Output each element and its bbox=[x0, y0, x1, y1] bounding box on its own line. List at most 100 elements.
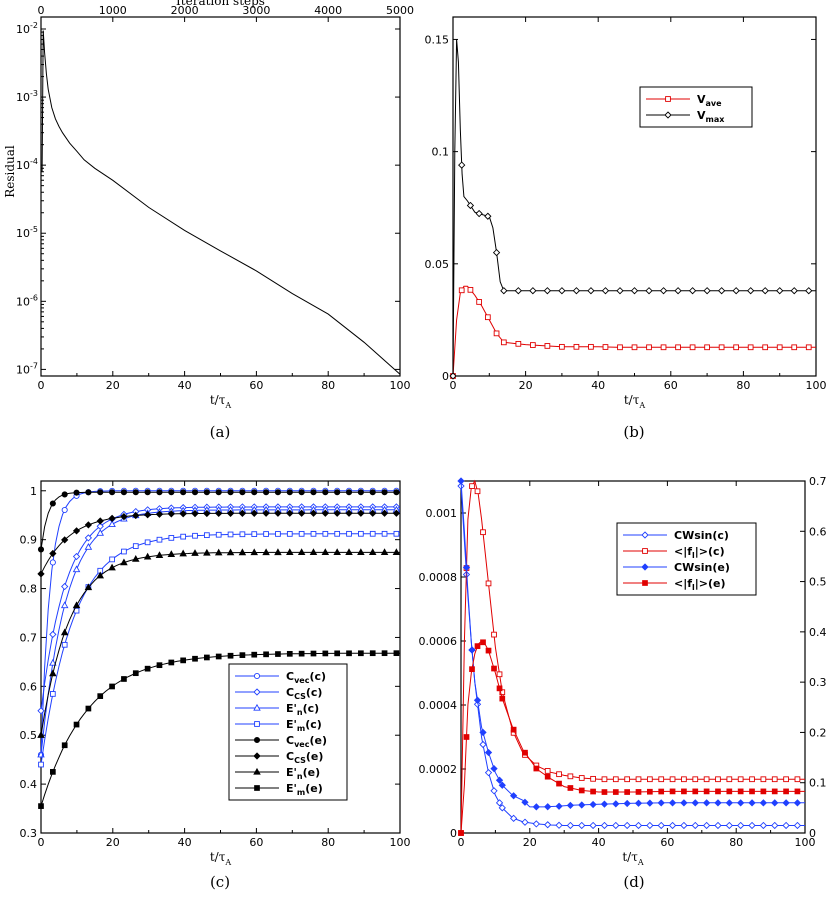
x-tick-label: 0 bbox=[450, 379, 457, 392]
legend-marker bbox=[253, 672, 261, 680]
x-axis-label: t/τA bbox=[210, 850, 232, 867]
series-point bbox=[298, 489, 305, 496]
y2-tick-label: 0 bbox=[809, 827, 816, 840]
series-point bbox=[155, 510, 164, 518]
series-point bbox=[771, 821, 779, 830]
series-point bbox=[239, 652, 246, 658]
series-point bbox=[566, 801, 575, 810]
series-point bbox=[499, 695, 506, 702]
series-point bbox=[473, 696, 482, 704]
x-tick-label: 60 bbox=[249, 836, 263, 849]
x-tick-label: 20 bbox=[106, 379, 120, 392]
panel-caption: (a) bbox=[210, 423, 231, 441]
series-point bbox=[61, 491, 68, 498]
series-point bbox=[630, 287, 639, 295]
series-line bbox=[41, 30, 401, 375]
x2-tick-label: 3000 bbox=[242, 4, 270, 17]
legend-marker bbox=[642, 548, 648, 554]
series-point bbox=[251, 489, 258, 496]
series-point bbox=[73, 489, 80, 496]
series-point bbox=[346, 530, 352, 537]
series-point bbox=[251, 531, 258, 537]
x-tick-label: 0 bbox=[458, 836, 465, 849]
series-point bbox=[533, 765, 540, 772]
series-point bbox=[473, 700, 482, 708]
series-point bbox=[544, 768, 551, 774]
series-line bbox=[40, 512, 400, 575]
chart-panel-c: 0 20 40 60 80 100 0.3 0.4 0.5 0.6 0.7 0.8 0.9 1 t/τA (c… bbox=[20, 480, 411, 891]
series-point bbox=[646, 344, 652, 351]
series-point bbox=[309, 509, 318, 517]
series-point bbox=[84, 521, 93, 529]
series-point bbox=[681, 788, 687, 795]
series-point bbox=[747, 344, 754, 351]
series-point bbox=[737, 799, 745, 807]
series-point bbox=[680, 821, 688, 830]
legend-label: E'm(e) bbox=[286, 782, 323, 797]
y-tick-label: 10-4 bbox=[16, 157, 38, 172]
series-point bbox=[37, 731, 45, 738]
series-point bbox=[180, 657, 187, 664]
series-point bbox=[522, 749, 528, 756]
series-point bbox=[334, 530, 341, 537]
series-point bbox=[498, 781, 506, 789]
series-point bbox=[771, 799, 779, 807]
series-point bbox=[334, 650, 341, 657]
series-point bbox=[380, 548, 389, 556]
series-point bbox=[495, 799, 504, 807]
series-point bbox=[634, 821, 643, 830]
series-point bbox=[805, 287, 813, 295]
series-point bbox=[322, 530, 329, 537]
series-point bbox=[168, 489, 175, 496]
y-tick-label: 10-7 bbox=[16, 361, 38, 376]
series-point bbox=[493, 330, 500, 337]
series-point bbox=[120, 489, 127, 496]
series-point bbox=[191, 489, 199, 496]
x-tick-label: 60 bbox=[249, 379, 263, 392]
series-point bbox=[776, 287, 784, 295]
series-point bbox=[484, 212, 492, 220]
series-point bbox=[659, 287, 668, 295]
series-point bbox=[309, 548, 318, 556]
series-point bbox=[263, 489, 270, 496]
series-point bbox=[474, 643, 481, 649]
series-point bbox=[532, 820, 540, 828]
series-point bbox=[345, 489, 353, 496]
x-tick-label: 100 bbox=[806, 379, 827, 392]
x-tick-label: 40 bbox=[178, 836, 192, 849]
series-point bbox=[578, 775, 585, 781]
y2-tick-label: 0.6 bbox=[809, 525, 827, 538]
series-point bbox=[530, 342, 536, 348]
series-point bbox=[498, 804, 506, 812]
series-point bbox=[737, 788, 744, 795]
series-point bbox=[156, 662, 163, 669]
x2-tick-label: 0 bbox=[38, 4, 45, 17]
y-tick-label: 0.0004 bbox=[419, 699, 458, 712]
series-point bbox=[72, 565, 81, 573]
series-point bbox=[490, 787, 498, 795]
series-point bbox=[369, 489, 376, 496]
x2-tick-label: 5000 bbox=[386, 4, 414, 17]
series-point bbox=[85, 489, 92, 496]
series-line bbox=[452, 39, 816, 377]
series-point bbox=[688, 287, 697, 295]
series-point bbox=[544, 343, 551, 349]
series-point bbox=[556, 780, 562, 787]
series-point bbox=[333, 548, 341, 556]
series-point bbox=[38, 761, 44, 768]
y-tick-label: 0.7 bbox=[20, 631, 38, 644]
series-point bbox=[262, 548, 270, 556]
series-point bbox=[179, 549, 187, 557]
series-point bbox=[381, 489, 388, 496]
series-point bbox=[469, 483, 475, 489]
series-point bbox=[660, 344, 667, 351]
legend-label: E'n(c) bbox=[286, 702, 319, 717]
y-tick-label: 0.0006 bbox=[419, 635, 458, 648]
series-point bbox=[155, 551, 164, 558]
series-point bbox=[238, 548, 247, 556]
series-point bbox=[49, 630, 57, 639]
series-point bbox=[776, 344, 783, 351]
series-point bbox=[600, 821, 609, 830]
series-point bbox=[392, 509, 401, 517]
y-tick-label: 10-6 bbox=[16, 293, 38, 308]
